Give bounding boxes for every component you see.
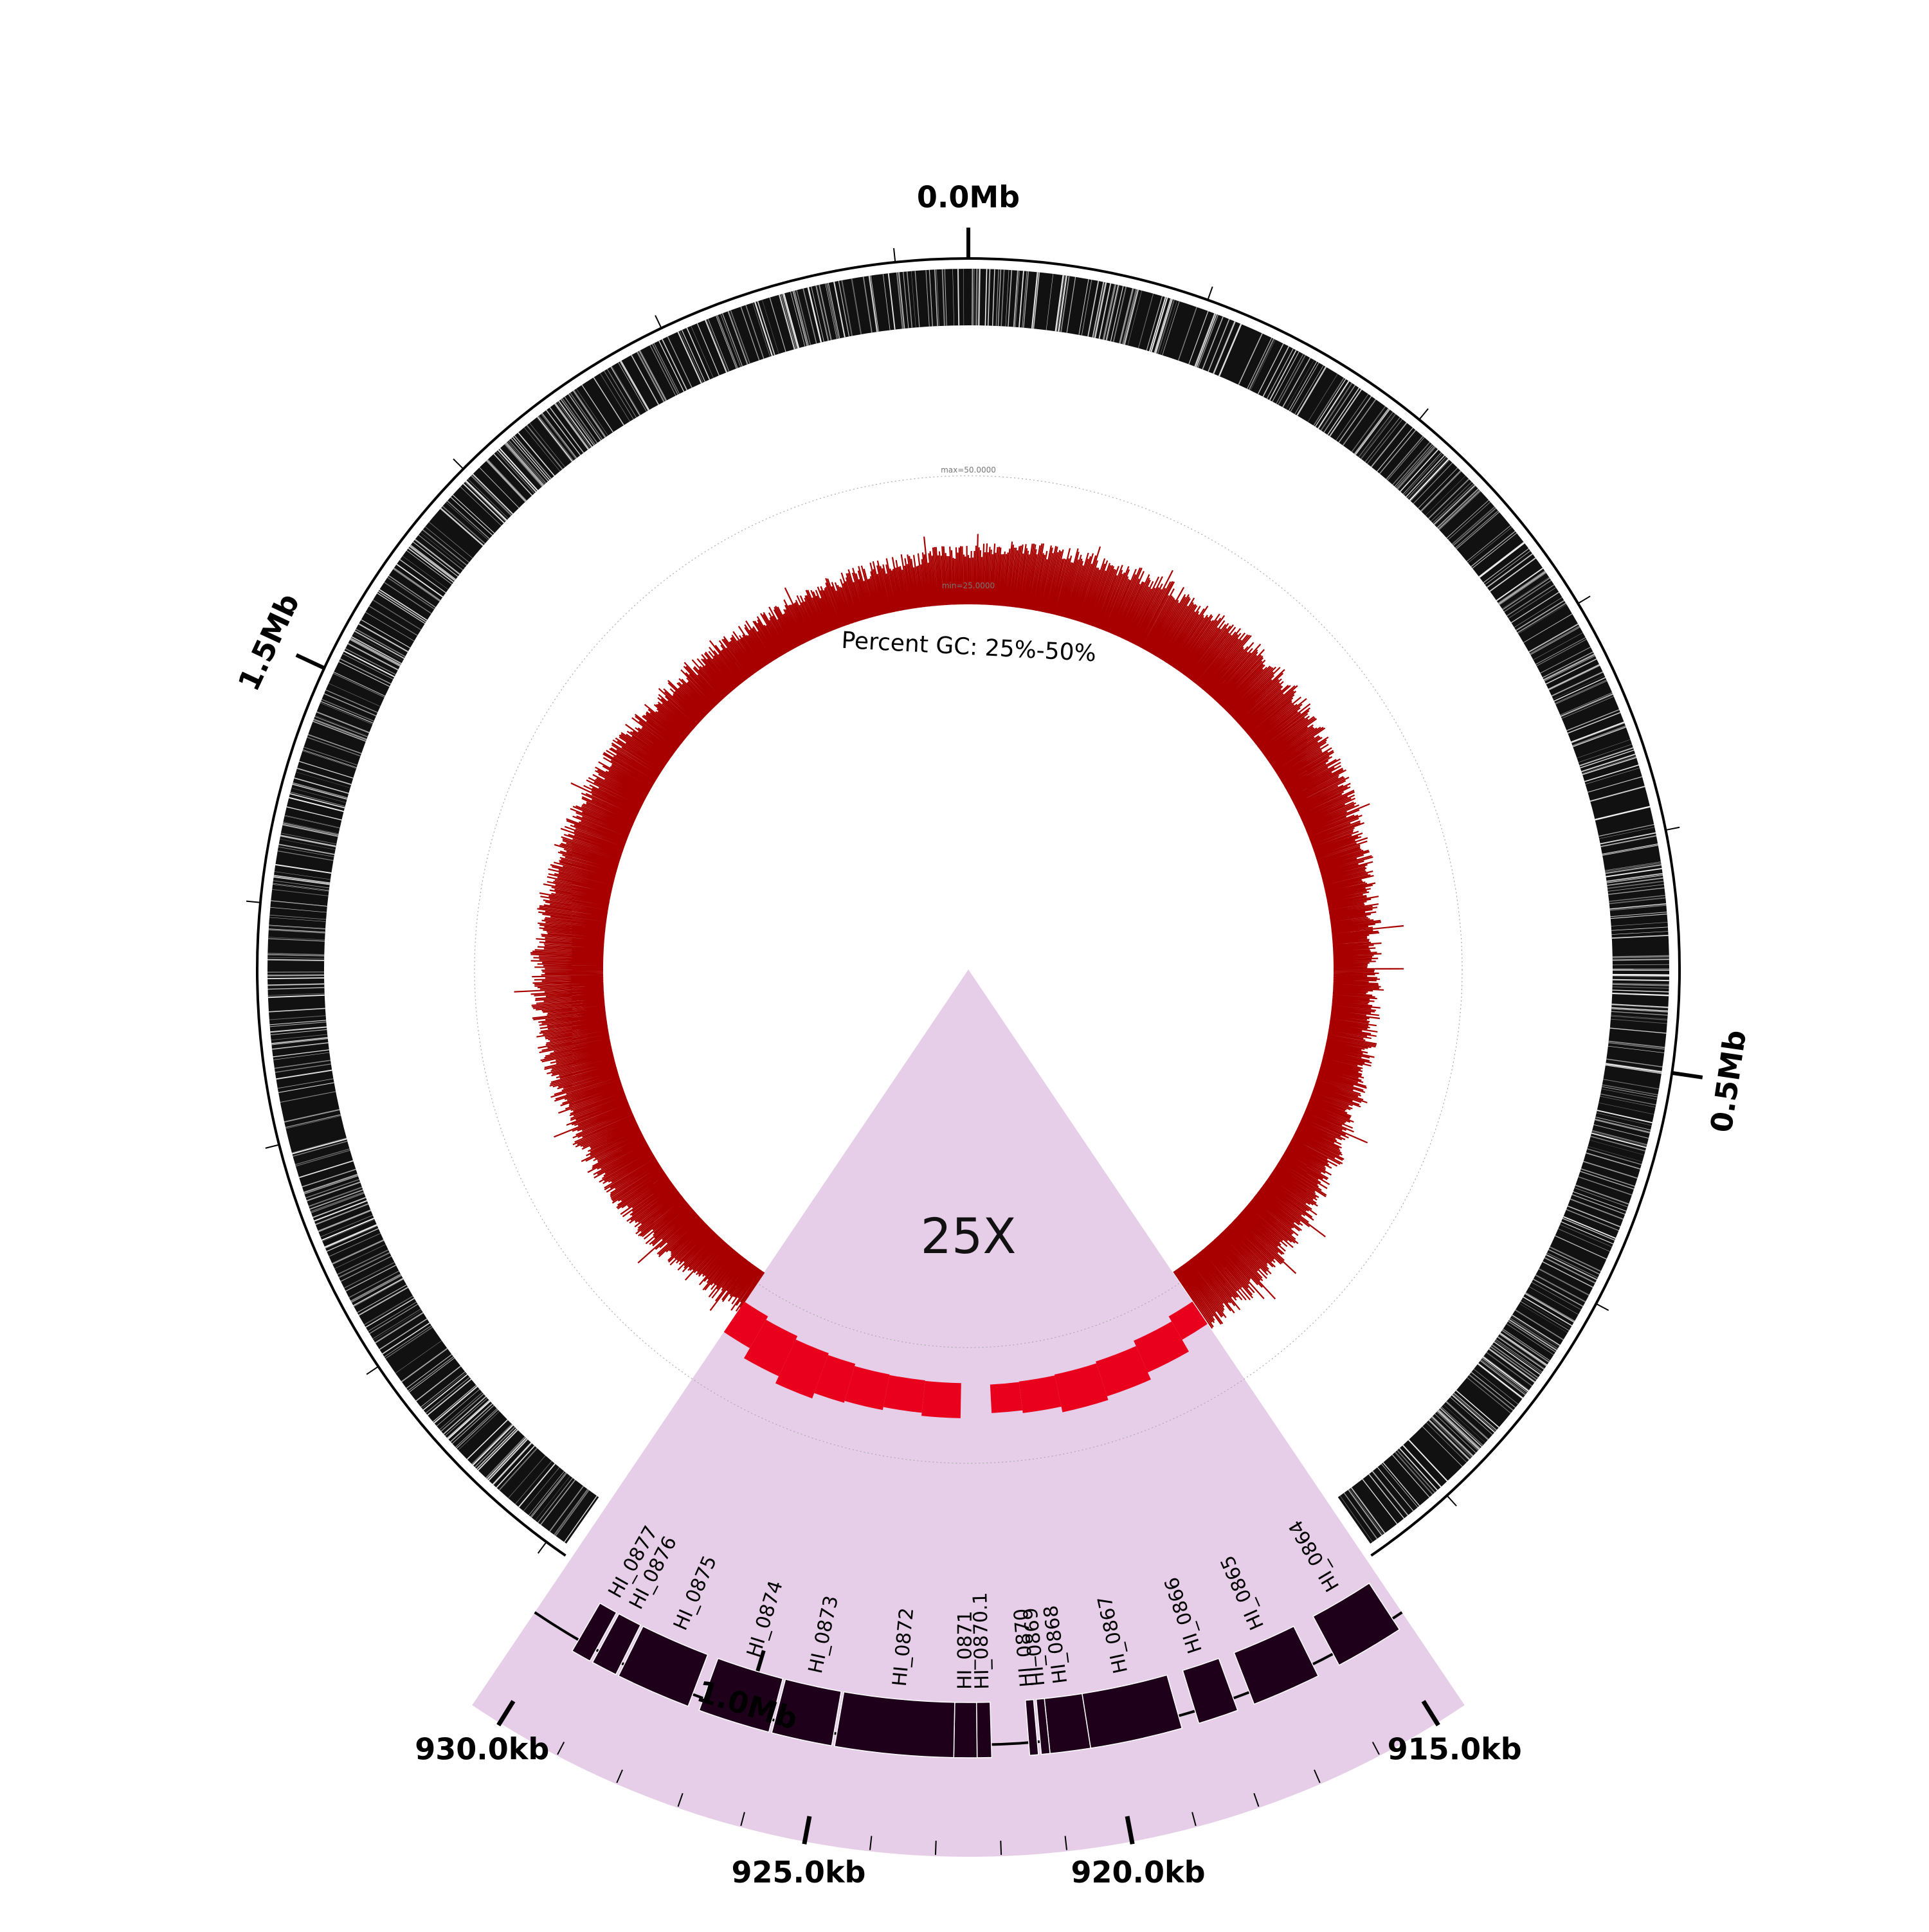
genome-minor-tick [1208,287,1212,300]
cds-gap [267,975,324,976]
zoom-tick-label: 915.0kb [1388,1732,1522,1767]
genome-tick-label: 0.0Mb [917,180,1020,215]
gene-block [835,1692,955,1757]
genome-minor-tick [1447,1495,1456,1506]
zoom-tick-label: 925.0kb [731,1855,865,1890]
genome-minor-tick [1596,1304,1608,1310]
genome-major-tick [296,655,324,668]
genome-minor-tick [894,248,895,262]
gc-zoom-block [990,1382,1022,1413]
gc-zoom-block [1019,1375,1062,1413]
gc-zoom-block [883,1375,925,1413]
genome-minor-tick [538,1542,547,1553]
genome-tick-label: 0.5Mb [1703,1028,1753,1135]
zoom-tick-label: 920.0kb [1071,1855,1206,1890]
genome-minor-tick [1578,596,1590,603]
cds-gap [972,269,973,325]
zoom-factor-label: 25X [921,1207,1017,1265]
gc-max-label: max=50.0000 [941,465,996,474]
genome-minor-tick [1666,827,1680,830]
gene-block [977,1702,992,1757]
genome-minor-tick [1419,409,1428,420]
zoom-tick-label: 930.0kb [415,1732,549,1767]
cds-gap [976,269,977,325]
genome-minor-tick [453,459,464,469]
genome-minor-tick [367,1366,378,1374]
gc-min-label: min=25.0000 [942,581,995,590]
gc-zoom-block [921,1381,961,1418]
gene-block [1044,1693,1091,1753]
cds-gap [1613,959,1669,960]
gene-label: HI_0871 [954,1611,976,1690]
genome-major-tick [1672,1073,1702,1078]
genome-minor-tick [266,1144,279,1148]
genome-minor-tick [655,316,661,329]
genome-tick-label: 1.5Mb [231,588,306,696]
genome-minor-tick [246,901,260,903]
gc-track-label: Percent GC: 25%-50% [841,627,1097,667]
gene-block [954,1702,977,1758]
